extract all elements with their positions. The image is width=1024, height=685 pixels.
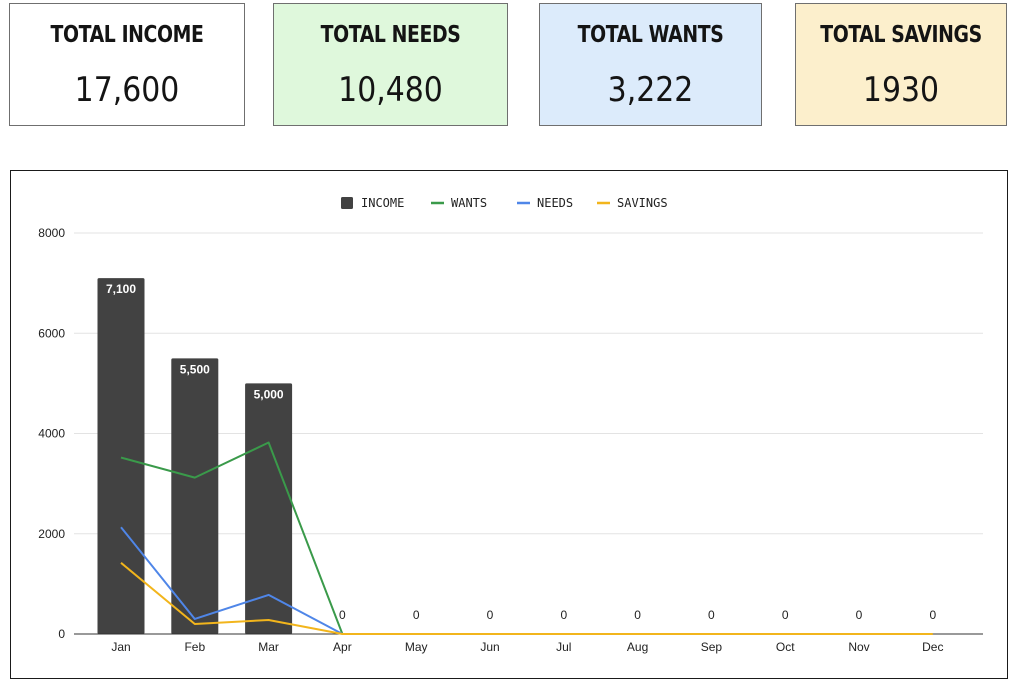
income-data-label: 7,100 xyxy=(106,282,136,296)
total-needs-title: TOTAL NEEDS xyxy=(320,22,461,48)
total-wants-title: TOTAL WANTS xyxy=(577,22,724,48)
income-data-label: 0 xyxy=(487,608,494,622)
x-tick-label: Mar xyxy=(258,640,279,654)
legend-item-wants: WANTS xyxy=(431,196,487,210)
y-tick-label: 4000 xyxy=(38,427,65,441)
income-bar xyxy=(245,383,293,634)
x-tick-label: May xyxy=(405,640,428,654)
total-savings-value: 1930 xyxy=(862,70,940,110)
x-tick-label: Sep xyxy=(701,640,723,654)
x-tick-label: Dec xyxy=(922,640,943,654)
y-tick-label: 6000 xyxy=(38,326,65,340)
income-data-label: 5,000 xyxy=(254,387,284,401)
income-data-label: 0 xyxy=(413,608,420,622)
total-wants-value: 3,222 xyxy=(607,70,694,110)
total-income-title: TOTAL INCOME xyxy=(50,22,204,48)
legend-swatch xyxy=(341,197,353,209)
x-tick-label: Nov xyxy=(848,640,869,654)
income-data-label: 0 xyxy=(708,608,715,622)
income-data-label: 5,500 xyxy=(180,362,210,376)
income-data-label: 0 xyxy=(339,608,346,622)
x-tick-label: Jan xyxy=(111,640,130,654)
y-tick-label: 0 xyxy=(58,627,65,641)
total-savings-card: TOTAL SAVINGS 1930 xyxy=(795,3,1007,126)
total-savings-title: TOTAL SAVINGS xyxy=(820,22,982,48)
total-wants-card: TOTAL WANTS 3,222 xyxy=(539,3,762,126)
x-tick-label: Feb xyxy=(184,640,205,654)
total-income-card: TOTAL INCOME 17,600 xyxy=(9,3,245,126)
income-data-label: 0 xyxy=(856,608,863,622)
legend-label: SAVINGS xyxy=(617,196,668,210)
x-tick-label: Aug xyxy=(627,640,648,654)
y-tick-label: 8000 xyxy=(38,226,65,240)
income-bar xyxy=(97,278,145,634)
legend-item-savings: SAVINGS xyxy=(597,196,668,210)
income-data-label: 0 xyxy=(782,608,789,622)
legend-label: INCOME xyxy=(361,196,404,210)
total-needs-value: 10,480 xyxy=(338,70,443,110)
income-data-label: 0 xyxy=(634,608,641,622)
x-tick-label: Apr xyxy=(333,640,352,654)
legend-label: WANTS xyxy=(451,196,487,210)
x-tick-label: Jul xyxy=(556,640,571,654)
x-tick-label: Jun xyxy=(480,640,499,654)
income-bar xyxy=(171,358,219,634)
income-data-label: 0 xyxy=(560,608,567,622)
total-income-value: 17,600 xyxy=(74,70,180,110)
wants-line xyxy=(120,441,344,635)
legend-item-income: INCOME xyxy=(341,196,404,210)
x-tick-label: Oct xyxy=(776,640,795,654)
y-tick-label: 2000 xyxy=(38,527,65,541)
income-data-label: 0 xyxy=(929,608,936,622)
legend-item-needs: NEEDS xyxy=(517,196,573,210)
savings-line xyxy=(120,562,933,635)
legend-label: NEEDS xyxy=(537,196,573,210)
total-needs-card: TOTAL NEEDS 10,480 xyxy=(273,3,508,126)
chart-canvas: 0 2000 4000 6000 8000 7,100 5,500 5,000 0 0 0 0 0 0 0 0… xyxy=(38,196,983,654)
monthly-budget-chart: 0 2000 4000 6000 8000 7,100 5,500 5,000 0 0 0 0 0 0 0 0… xyxy=(10,170,1008,679)
needs-line xyxy=(120,526,343,635)
